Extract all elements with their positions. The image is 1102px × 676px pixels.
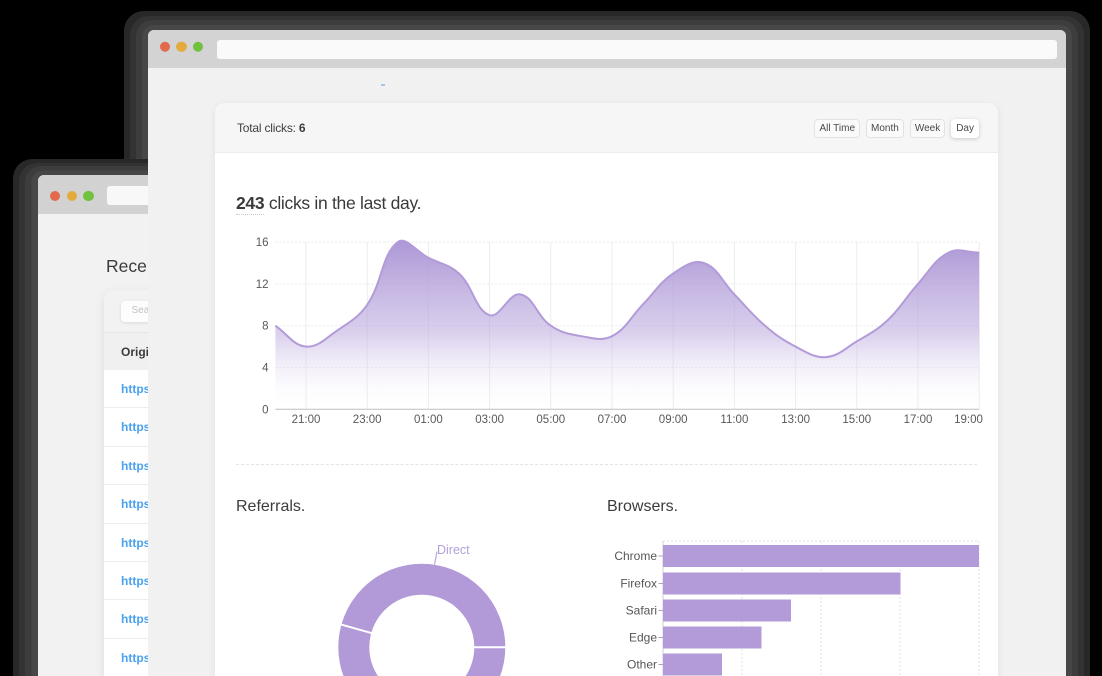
svg-text:Other: Other xyxy=(627,658,657,672)
svg-text:0: 0 xyxy=(262,404,268,416)
svg-text:Safari: Safari xyxy=(626,604,657,618)
svg-text:09:00: 09:00 xyxy=(659,414,688,426)
svg-text:16: 16 xyxy=(256,237,269,249)
svg-text:23:00: 23:00 xyxy=(353,414,382,426)
svg-text:13:00: 13:00 xyxy=(781,414,810,426)
svg-text:17:00: 17:00 xyxy=(904,414,933,426)
svg-text:01:00: 01:00 xyxy=(414,414,443,426)
svg-text:21:00: 21:00 xyxy=(292,414,321,426)
svg-text:15:00: 15:00 xyxy=(842,414,871,426)
svg-text:Chrome: Chrome xyxy=(614,549,657,563)
svg-text:Firefox: Firefox xyxy=(620,577,657,591)
svg-text:19:00: 19:00 xyxy=(954,414,983,426)
svg-text:07:00: 07:00 xyxy=(598,414,627,426)
svg-text:Edge: Edge xyxy=(629,631,657,645)
svg-text:03:00: 03:00 xyxy=(475,414,504,426)
svg-text:8: 8 xyxy=(262,321,268,333)
svg-text:4: 4 xyxy=(262,363,269,375)
svg-text:12: 12 xyxy=(256,279,269,291)
svg-text:Direct: Direct xyxy=(437,543,470,557)
svg-text:11:00: 11:00 xyxy=(720,414,748,426)
svg-text:05:00: 05:00 xyxy=(536,414,565,426)
